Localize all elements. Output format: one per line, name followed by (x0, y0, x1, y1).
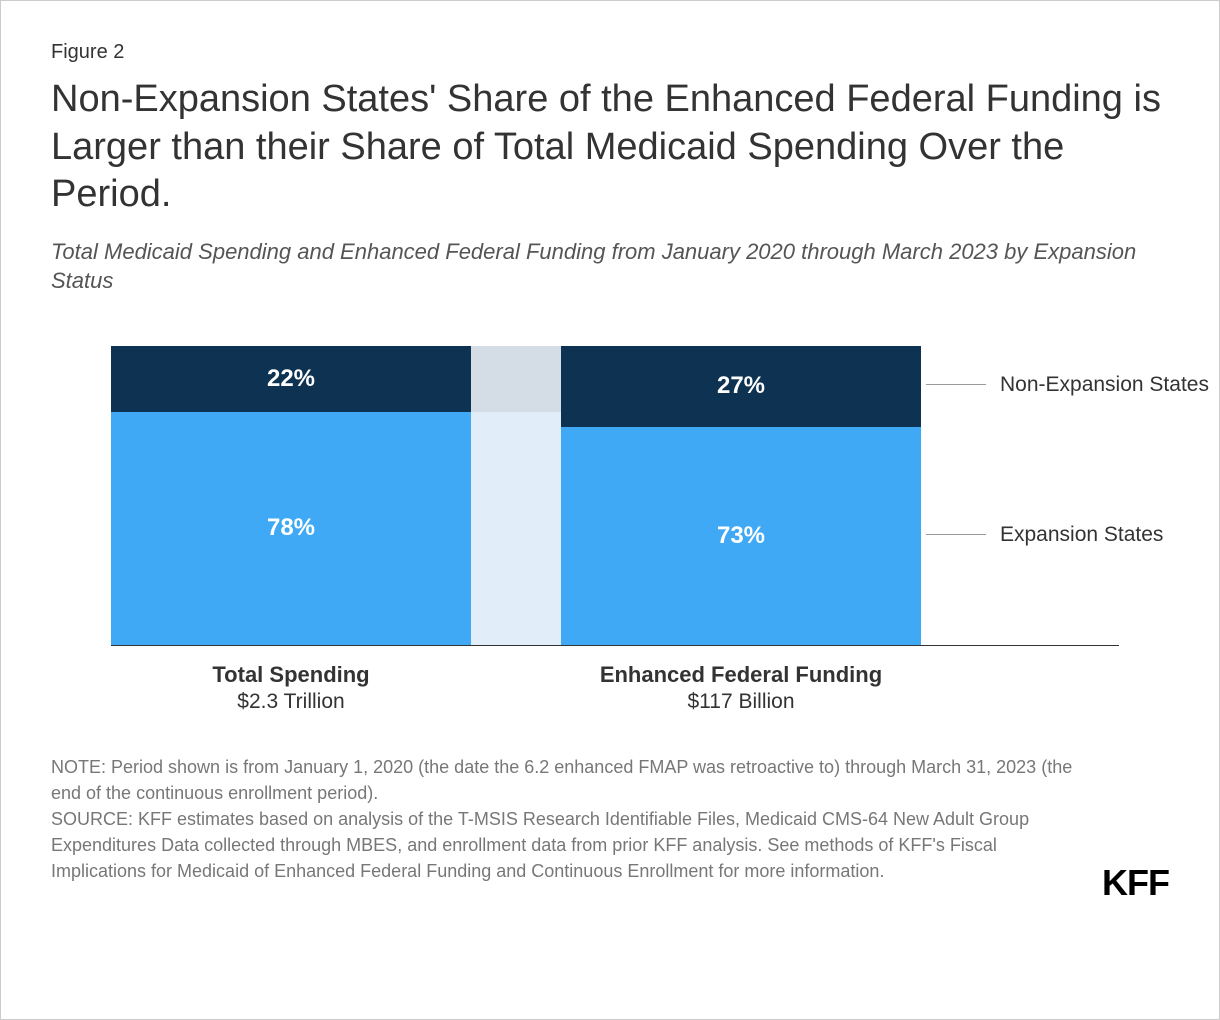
bar-gap (471, 346, 561, 645)
bar-segment-expansion: 78% (111, 412, 471, 645)
figure-subtitle: Total Medicaid Spending and Enhanced Fed… (51, 237, 1169, 296)
bar-group: 22%78% (111, 346, 471, 645)
legend-label: Non-Expansion States (1000, 373, 1209, 397)
figure-title: Non-Expansion States' Share of the Enhan… (51, 76, 1169, 219)
legend-label: Expansion States (1000, 523, 1163, 547)
x-label-title: Enhanced Federal Funding (561, 662, 921, 688)
legend-connector-line (926, 384, 986, 385)
kff-logo: KFF (1102, 862, 1169, 904)
x-axis-labels: Total Spending$2.3 Trillion Enhanced Fede… (111, 662, 1119, 714)
x-label-title: Total Spending (111, 662, 471, 688)
gap-segment-bottom (471, 412, 561, 645)
x-label-sublabel: $117 Billion (561, 690, 921, 714)
bar-segment-expansion: 73% (561, 427, 921, 645)
chart-area: 22%78%27%73% Non-Expansion StatesExpansi… (111, 346, 1119, 706)
x-label-sublabel: $2.3 Trillion (111, 690, 471, 714)
legend-item-non_expansion: Non-Expansion States (926, 373, 1209, 397)
legend-item-expansion: Expansion States (926, 523, 1163, 547)
figure-container: Figure 2 Non-Expansion States' Share of … (0, 0, 1220, 1020)
legend-connector-line (926, 534, 986, 535)
bar-segment-non_expansion: 22% (111, 346, 471, 412)
note-text: NOTE: Period shown is from January 1, 20… (51, 754, 1081, 806)
source-text: SOURCE: KFF estimates based on analysis … (51, 806, 1081, 884)
bar-group: 27%73% (561, 346, 921, 645)
gap-segment-top (471, 346, 561, 412)
x-label-group: Total Spending$2.3 Trillion (111, 662, 471, 714)
notes-section: NOTE: Period shown is from January 1, 20… (51, 754, 1081, 884)
bar-segment-non_expansion: 27% (561, 346, 921, 427)
x-label-gap (471, 662, 561, 714)
figure-label: Figure 2 (51, 41, 1169, 64)
x-label-group: Enhanced Federal Funding$117 Billion (561, 662, 921, 714)
